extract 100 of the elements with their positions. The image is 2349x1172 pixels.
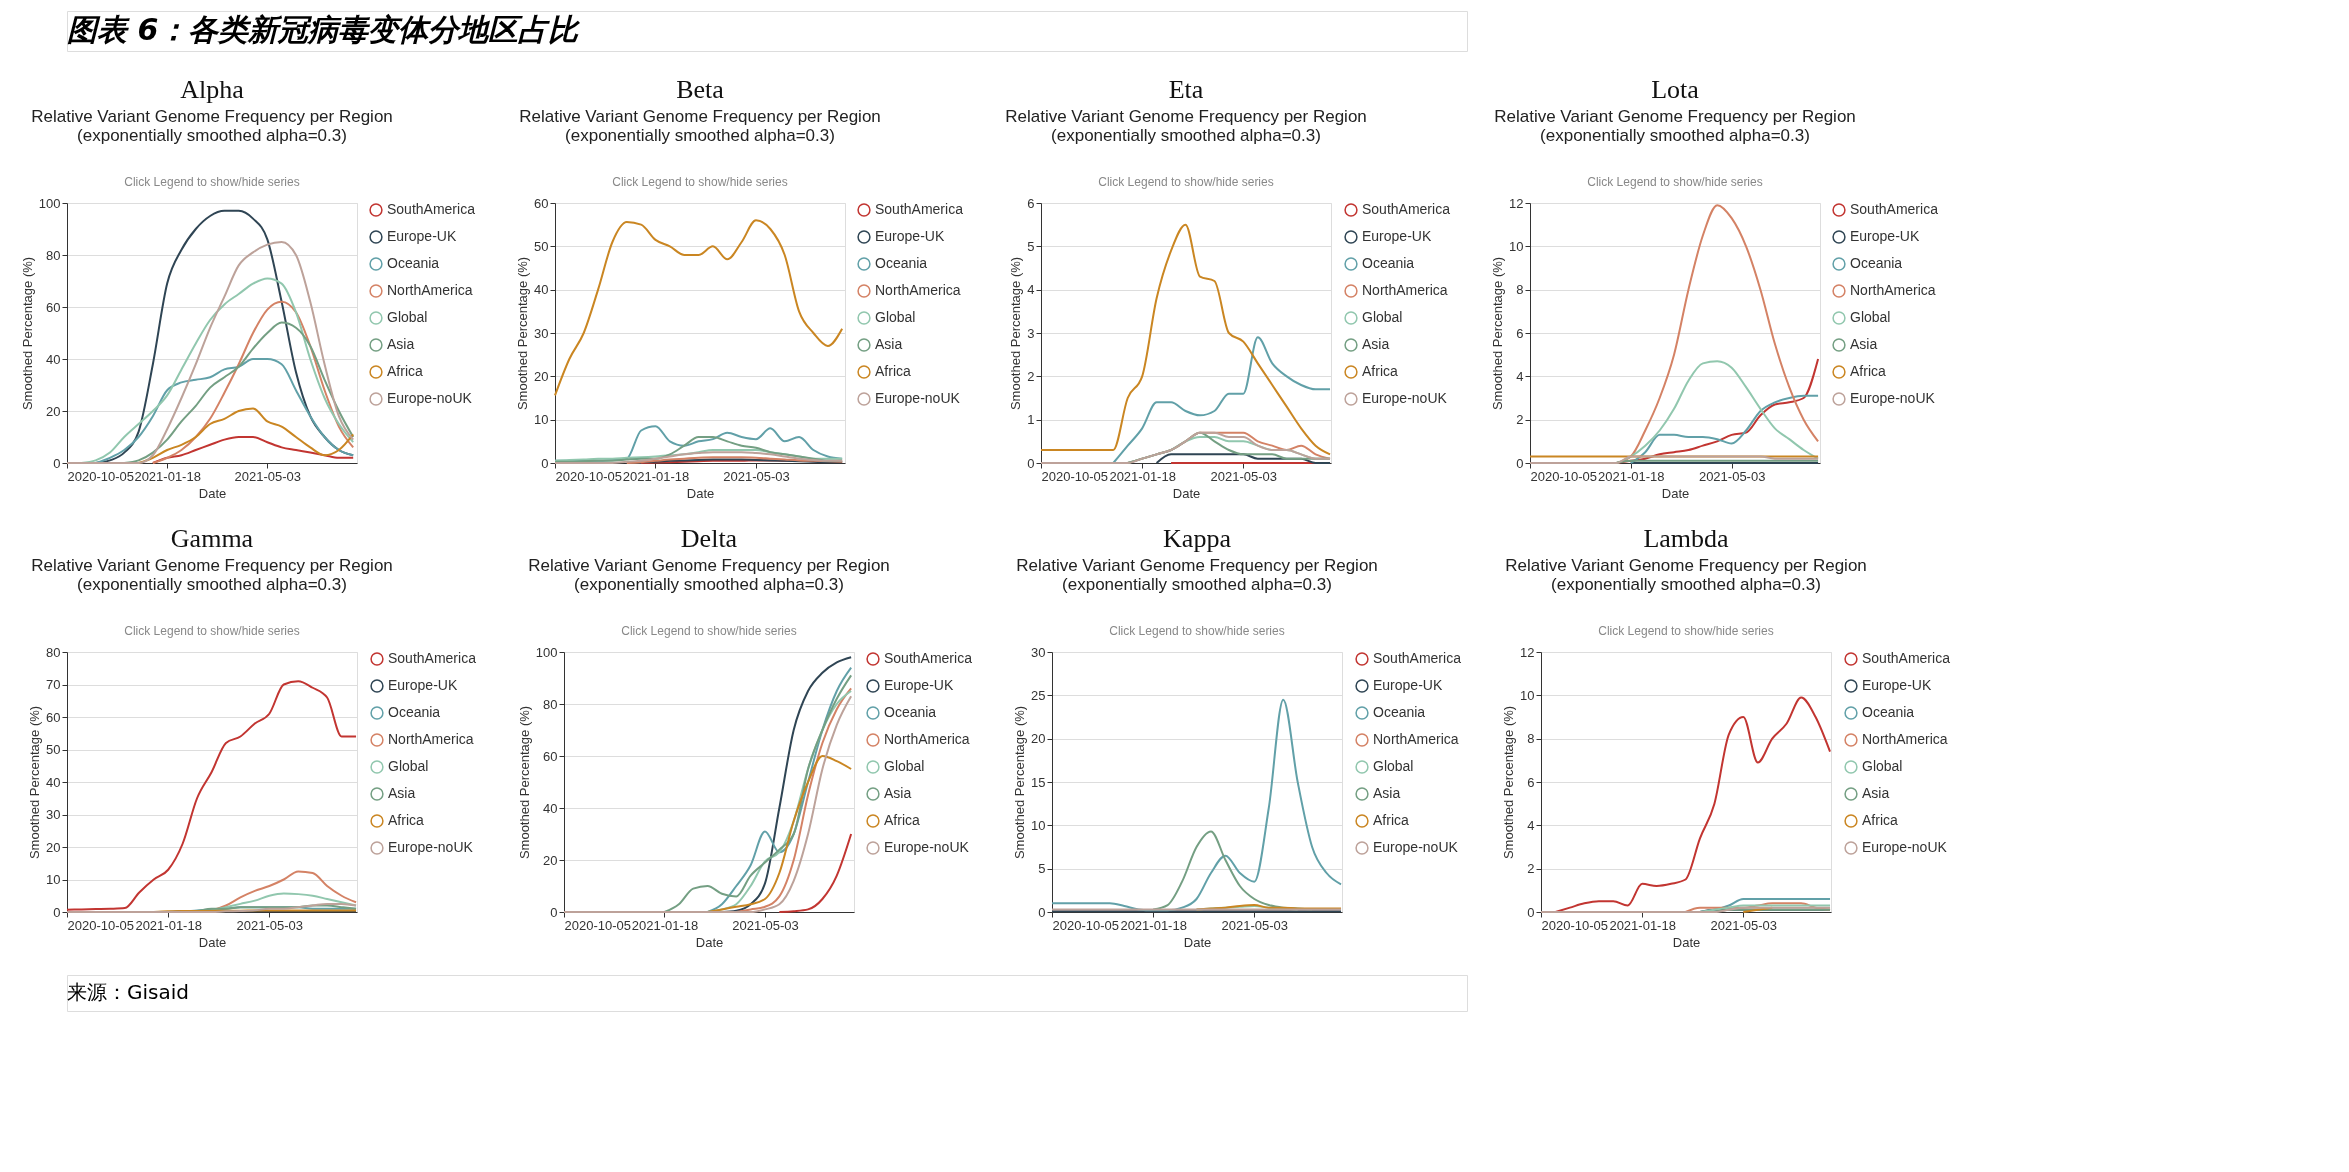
x-tick-label: 2021-01-18 (1120, 917, 1187, 933)
y-tick-label: 10 (1520, 687, 1535, 703)
y-tick-label: 0 (550, 904, 558, 920)
chart-subtitle: Relative Variant Genome Frequency per Region (exponentially smoothed alpha=0.3) (1494, 107, 1856, 145)
y-tick-label: 10 (46, 872, 61, 887)
x-tick-label: 2021-05-03 (234, 468, 302, 484)
legend-label: Europe-UK (1373, 677, 1443, 693)
x-tick-label: 2020-10-05 (1052, 917, 1119, 933)
x-tick-label: 2021-05-03 (1710, 917, 1778, 933)
x-axis-title: Date (1661, 485, 1690, 501)
y-tick-label: 10 (534, 412, 549, 428)
y-tick-label: 20 (534, 368, 549, 384)
legend-label: NorthAmerica (387, 282, 473, 298)
text: 图表 6：各类新冠病毒变体分地区占比 (67, 12, 582, 47)
x-tick-label: 2020-10-05 (1530, 468, 1597, 484)
y-tick-label: 10 (1031, 817, 1046, 833)
legend-label: Global (875, 309, 916, 325)
x-axis-title: Date (198, 934, 227, 950)
legend-label: Europe-UK (1362, 228, 1432, 244)
y-tick-label: 6 (1516, 325, 1524, 341)
y-tick-label: 1 (1027, 412, 1035, 428)
y-tick-label: 0 (1027, 455, 1035, 471)
chart-subtitle: Relative Variant Genome Frequency per Region (exponentially smoothed alpha=0.3) (1016, 556, 1378, 594)
y-axis-title: Smoothed Percentage (%) (19, 256, 35, 411)
y-tick-label: 100 (535, 644, 558, 660)
x-tick-label: 2021-01-18 (1109, 468, 1176, 484)
legend-label: NorthAmerica (1362, 282, 1448, 298)
y-tick-label: 0 (53, 455, 61, 471)
legend-label: NorthAmerica (388, 731, 474, 747)
legend-label: Europe-UK (387, 228, 457, 244)
y-tick-label: 30 (1031, 644, 1046, 660)
chart-subtitle: Relative Variant Genome Frequency per Region (exponentially smoothed alpha=0.3) (528, 556, 890, 594)
legend-label: SouthAmerica (1362, 201, 1451, 217)
text: Click Legend to show/hide series (1109, 624, 1285, 638)
chart-title: Beta (676, 75, 725, 104)
chart-title: Lambda (1643, 524, 1730, 553)
text: Click Legend to show/hide series (124, 624, 300, 638)
y-tick-label: 5 (1038, 861, 1046, 877)
x-tick-label: 2021-05-03 (1221, 917, 1289, 933)
y-tick-label: 2 (1027, 368, 1035, 384)
legend-label: Oceania (1850, 255, 1903, 271)
legend-label: Europe-noUK (387, 390, 473, 406)
legend-label: Africa (1373, 812, 1409, 828)
y-tick-label: 12 (1509, 195, 1524, 211)
legend-label: Africa (388, 812, 424, 828)
x-tick-label: 2020-10-05 (1041, 468, 1108, 484)
legend-label: Global (884, 758, 925, 774)
legend-label: SouthAmerica (387, 201, 476, 217)
legend-label: Global (1850, 309, 1891, 325)
legend-label: NorthAmerica (1850, 282, 1936, 298)
y-tick-label: 20 (543, 852, 558, 868)
legend-label: SouthAmerica (1373, 650, 1462, 666)
x-tick-label: 2021-05-03 (732, 917, 799, 933)
legend-label: Europe-UK (1862, 677, 1932, 693)
legend-label: Europe-noUK (1362, 390, 1448, 406)
chart-title: Alpha (180, 75, 245, 104)
y-tick-label: 4 (1516, 368, 1524, 384)
x-tick-label: 2021-01-18 (135, 917, 202, 933)
y-tick-label: 4 (1027, 282, 1035, 298)
y-tick-label: 4 (1527, 817, 1535, 833)
y-tick-label: 40 (543, 800, 558, 816)
legend-label: Oceania (1362, 255, 1415, 271)
legend-label: Global (387, 309, 428, 325)
chart-title: Lota (1651, 75, 1700, 104)
y-tick-label: 0 (1516, 455, 1524, 471)
legend-label: Europe-noUK (1850, 390, 1936, 406)
x-tick-label: 2021-01-18 (631, 917, 699, 933)
legend-label: Africa (1862, 812, 1898, 828)
legend-label: Global (1862, 758, 1903, 774)
y-tick-label: 80 (46, 247, 61, 263)
legend-label: Africa (884, 812, 920, 828)
x-axis-title: Date (1172, 485, 1201, 501)
y-tick-label: 0 (1038, 904, 1046, 920)
legend-label: Asia (884, 785, 912, 801)
y-tick-label: 30 (534, 325, 549, 341)
source-note: 来源：Gisaid (67, 980, 189, 1004)
x-tick-label: 2020-10-05 (1541, 917, 1608, 933)
chart-title: Kappa (1163, 524, 1232, 553)
legend-label: Africa (387, 363, 423, 379)
legend-label: Europe-UK (884, 677, 954, 693)
legend-label: Asia (1373, 785, 1401, 801)
x-axis-title: Date (198, 485, 227, 501)
legend-label: Africa (1362, 363, 1398, 379)
y-tick-label: 20 (46, 839, 61, 855)
legend-label: Asia (1862, 785, 1890, 801)
legend-label: NorthAmerica (884, 731, 970, 747)
legend-label: Oceania (875, 255, 928, 271)
x-tick-label: 2021-01-18 (134, 468, 201, 484)
y-tick-label: 60 (543, 748, 558, 764)
y-axis-title: Smoothed Percentage (%) (1501, 705, 1517, 860)
x-tick-label: 2020-10-05 (564, 917, 631, 933)
y-tick-label: 0 (1527, 904, 1535, 920)
y-tick-label: 20 (46, 403, 61, 419)
legend-label: SouthAmerica (1850, 201, 1939, 217)
x-tick-label: 2021-01-18 (1598, 468, 1665, 484)
legend-label: Asia (1362, 336, 1390, 352)
legend-label: SouthAmerica (1862, 650, 1951, 666)
legend-label: Europe-UK (875, 228, 945, 244)
y-tick-label: 60 (46, 299, 61, 315)
y-tick-label: 0 (53, 904, 61, 920)
